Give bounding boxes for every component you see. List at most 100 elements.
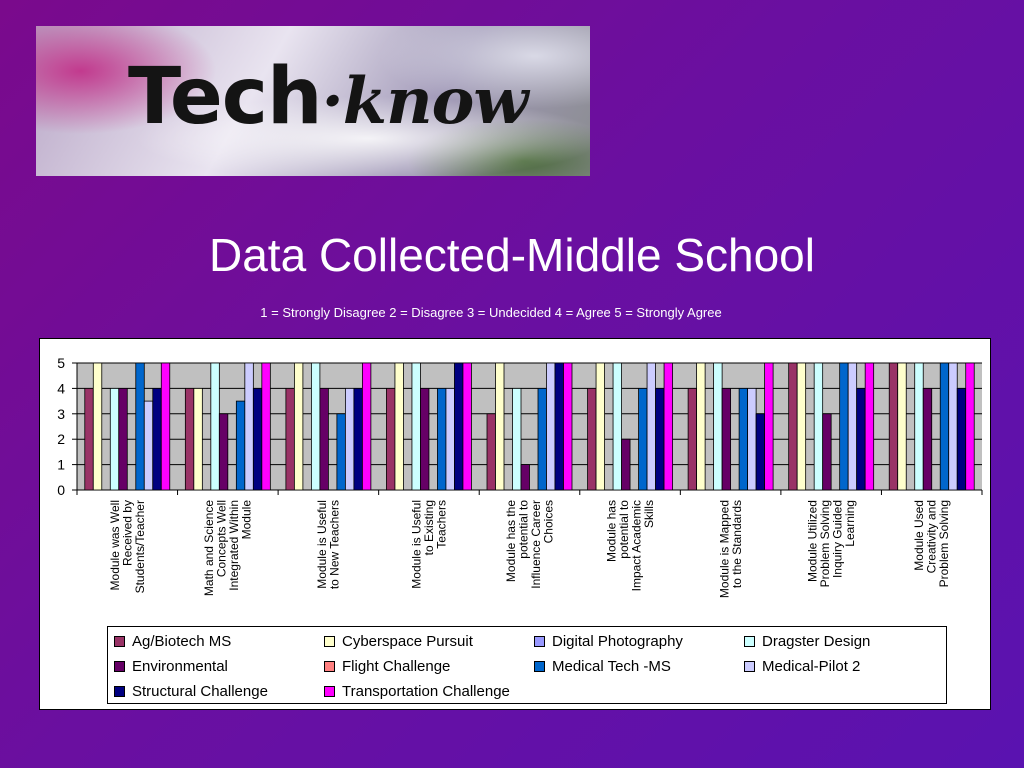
bar xyxy=(839,362,849,491)
bar xyxy=(554,362,564,491)
bar xyxy=(135,362,145,491)
bar xyxy=(747,388,757,491)
legend-label: Ag/Biotech MS xyxy=(132,633,232,650)
legend-swatch xyxy=(744,636,755,647)
bar xyxy=(764,362,774,491)
x-tick-label: Problem Solving xyxy=(937,500,951,587)
bar xyxy=(621,438,631,491)
x-tick-label: Module Utilized xyxy=(805,500,819,582)
bar xyxy=(310,362,321,491)
bar xyxy=(612,362,622,491)
bar xyxy=(965,362,975,491)
bar xyxy=(143,400,154,491)
bar xyxy=(92,362,103,491)
legend-label: Medical Tech -MS xyxy=(552,658,671,675)
bar xyxy=(386,388,396,491)
x-tick-label: Math and Science xyxy=(202,500,216,596)
y-tick-label: 1 xyxy=(57,457,65,473)
bar xyxy=(152,388,162,491)
bar xyxy=(109,388,120,491)
bar xyxy=(454,362,464,491)
bar xyxy=(897,362,907,491)
bar xyxy=(563,362,573,491)
bar xyxy=(721,388,732,491)
bar xyxy=(160,362,171,491)
legend-swatch xyxy=(324,686,335,697)
bar xyxy=(244,362,254,491)
x-tick-label: Students/Teacher xyxy=(133,500,147,593)
bar xyxy=(847,362,858,491)
bar xyxy=(939,362,950,491)
legend-swatch xyxy=(114,636,125,647)
legend-label: Medical-Pilot 2 xyxy=(762,658,861,675)
bar xyxy=(394,362,404,491)
x-tick-label: Integrated Within xyxy=(227,500,241,591)
chart-legend: Ag/Biotech MS Cyberspace Pursuit Digital P… xyxy=(107,626,947,704)
bar xyxy=(755,413,766,491)
bar xyxy=(353,388,363,491)
legend-item: Digital Photography xyxy=(534,629,744,654)
techknow-logo: Tech·know xyxy=(36,26,590,176)
bar xyxy=(537,388,547,491)
bar xyxy=(261,362,271,491)
bar xyxy=(788,362,798,491)
bar xyxy=(638,388,648,491)
logo-text-tech: Tech xyxy=(128,52,323,142)
bar xyxy=(595,362,605,491)
bar xyxy=(118,388,128,491)
x-tick-label: Module Used xyxy=(912,500,926,571)
bar xyxy=(411,362,421,491)
bar xyxy=(856,388,866,491)
x-tick-label: to New Teachers xyxy=(328,500,342,589)
bar xyxy=(687,388,698,491)
bar xyxy=(235,400,246,491)
bar xyxy=(655,388,665,491)
logo-text-know-word: know xyxy=(342,64,529,139)
bar xyxy=(437,388,447,491)
bar xyxy=(738,388,749,491)
x-tick-label: Module xyxy=(240,500,254,540)
y-tick-label: 2 xyxy=(57,431,65,447)
bar xyxy=(336,413,346,491)
x-tick-label: Module has xyxy=(604,500,618,562)
x-tick-label: Skills xyxy=(642,500,656,528)
x-tick-label: Received by xyxy=(120,500,134,566)
legend-item: Environmental xyxy=(114,654,324,679)
x-tick-label: Module has the xyxy=(504,500,518,582)
x-tick-label: Teachers xyxy=(434,500,448,549)
bar xyxy=(822,413,832,491)
x-tick-label: Module is Useful xyxy=(315,500,329,589)
legend-label: Digital Photography xyxy=(552,633,683,650)
legend-item: Flight Challenge xyxy=(324,654,534,679)
bar xyxy=(486,413,496,491)
y-tick-label: 0 xyxy=(57,482,65,498)
x-tick-label: Module is Mapped xyxy=(717,500,731,598)
bar xyxy=(864,362,875,491)
legend-item: Ag/Biotech MS xyxy=(114,629,324,654)
bar xyxy=(344,388,355,491)
bar xyxy=(293,362,304,491)
bar xyxy=(948,362,958,491)
bar xyxy=(888,362,899,491)
bar xyxy=(813,362,824,491)
bar xyxy=(520,464,530,491)
legend-label: Dragster Design xyxy=(762,633,871,650)
logo-text: Tech·know xyxy=(128,52,529,142)
bar xyxy=(193,388,203,491)
y-tick-label: 5 xyxy=(57,355,65,371)
bar xyxy=(84,388,94,491)
bar xyxy=(546,362,556,491)
legend-label: Transportation Challenge xyxy=(342,683,510,700)
x-tick-label: Choices xyxy=(541,500,555,543)
y-tick-label: 4 xyxy=(57,380,65,396)
bar xyxy=(587,388,597,491)
bar xyxy=(713,362,723,491)
legend-item: Cyberspace Pursuit xyxy=(324,629,534,654)
x-tick-label: potential to xyxy=(516,500,530,559)
